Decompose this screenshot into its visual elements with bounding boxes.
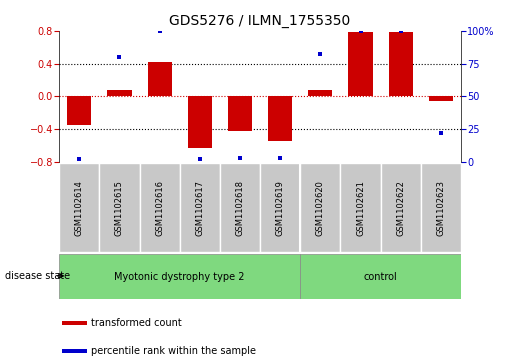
Text: disease state: disease state [5,271,70,281]
Text: GSM1102617: GSM1102617 [195,180,204,236]
Text: GSM1102622: GSM1102622 [396,180,405,236]
Text: GSM1102620: GSM1102620 [316,180,325,236]
Text: GSM1102614: GSM1102614 [75,180,84,236]
Bar [67,96,91,125]
Bar [300,254,461,299]
Text: GSM1102619: GSM1102619 [276,180,285,236]
Bar [180,163,220,252]
Point [437,130,445,136]
Bar [421,163,461,252]
Bar [108,90,131,96]
Bar [59,254,300,299]
Bar [268,96,292,141]
Bar [308,90,332,96]
Bar [99,163,140,252]
Point [75,156,83,162]
Bar [59,163,99,252]
Point [156,28,164,34]
Point [276,155,284,160]
Text: GSM1102615: GSM1102615 [115,180,124,236]
Text: GSM1102623: GSM1102623 [436,180,445,236]
Text: GSM1102616: GSM1102616 [155,180,164,236]
Bar [188,96,212,148]
Bar [300,163,340,252]
Bar [62,349,87,352]
Title: GDS5276 / ILMN_1755350: GDS5276 / ILMN_1755350 [169,15,351,28]
Bar [62,321,87,325]
Point [397,28,405,34]
Text: percentile rank within the sample: percentile rank within the sample [91,346,256,356]
Bar [429,96,453,101]
Point [115,54,124,60]
Bar [381,163,421,252]
Point [196,156,204,162]
Bar [228,96,252,131]
Bar [148,62,171,96]
Text: GSM1102618: GSM1102618 [235,180,245,236]
Text: Myotonic dystrophy type 2: Myotonic dystrophy type 2 [114,272,245,282]
Point [316,52,324,57]
Bar [140,163,180,252]
Point [356,28,365,34]
Bar [349,32,372,96]
Text: control: control [364,272,398,282]
Text: transformed count: transformed count [91,318,182,328]
Bar [260,163,300,252]
Bar [389,32,413,96]
Text: GSM1102621: GSM1102621 [356,180,365,236]
Bar [340,163,381,252]
Bar [220,163,260,252]
Point [236,155,244,160]
